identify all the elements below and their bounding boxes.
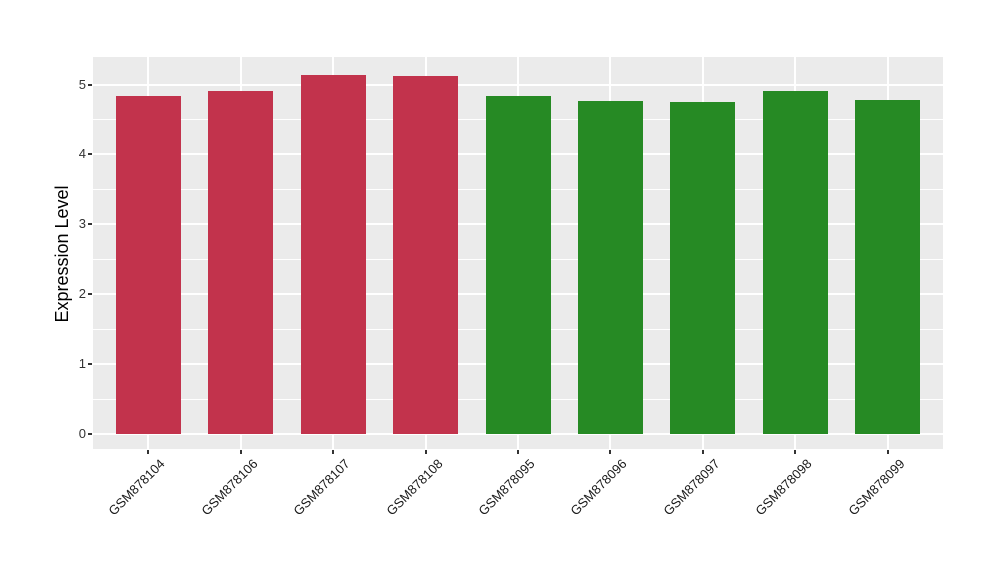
y-axis-tick <box>88 153 92 156</box>
bar-GSM878107 <box>300 74 366 434</box>
y-tick-label: 3 <box>78 216 86 232</box>
y-axis-title: Expression Level <box>52 185 72 323</box>
x-axis-tick <box>517 450 520 454</box>
y-axis-tick <box>88 223 92 226</box>
x-tick-label-GSM878106: GSM878106 <box>198 456 261 519</box>
y-tick-label: 4 <box>78 146 86 162</box>
y-tick-label: 0 <box>78 426 86 441</box>
y-axis-tick <box>88 433 92 435</box>
x-tick-label-GSM878096: GSM878096 <box>567 456 631 519</box>
x-axis-tick <box>239 450 242 454</box>
y-axis-tick <box>88 363 92 366</box>
bar-GSM878095 <box>485 95 551 434</box>
y-tick-label: 1 <box>78 356 86 372</box>
x-axis-tick <box>424 450 427 454</box>
x-tick-label-GSM878108: GSM878108 <box>383 456 446 519</box>
x-tick-label-GSM878104: GSM878104 <box>105 456 169 519</box>
x-axis-tick <box>332 450 335 454</box>
y-axis-tick <box>88 83 92 86</box>
x-axis-tick <box>609 450 612 454</box>
bar-GSM878104 <box>115 96 181 434</box>
x-axis-tick <box>701 450 704 454</box>
y-tick-label: 2 <box>78 286 86 302</box>
x-axis-tick <box>794 450 797 454</box>
bar-GSM878096 <box>577 101 643 434</box>
x-tick-label-GSM878107: GSM878107 <box>290 456 353 519</box>
x-tick-label-GSM878097: GSM878097 <box>660 456 723 519</box>
bar-GSM878108 <box>393 76 459 434</box>
plot-panel <box>93 57 943 449</box>
bar-GSM878106 <box>208 91 274 434</box>
bar-GSM878098 <box>762 91 828 434</box>
bar-GSM878097 <box>670 101 736 434</box>
x-tick-label-GSM878098: GSM878098 <box>752 456 815 519</box>
x-tick-label-GSM878095: GSM878095 <box>475 456 538 519</box>
x-axis-tick <box>147 450 150 454</box>
y-axis-tick <box>88 293 92 296</box>
bar-GSM878099 <box>855 99 921 434</box>
x-tick-label-GSM878099: GSM878099 <box>845 456 908 519</box>
x-axis-tick <box>886 450 889 454</box>
y-tick-label: 5 <box>78 76 86 92</box>
